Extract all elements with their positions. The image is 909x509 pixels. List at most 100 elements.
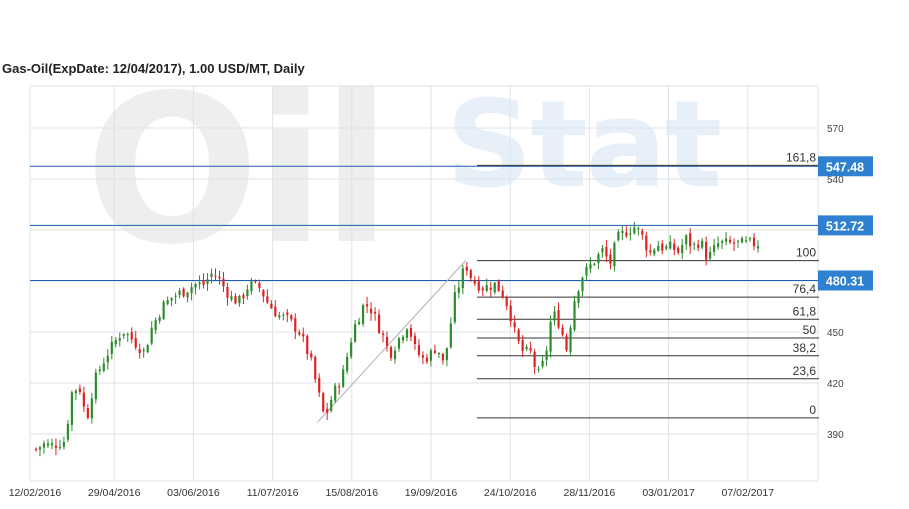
candle-up: [198, 275, 201, 290]
candle-up: [118, 332, 121, 347]
candle-body: [170, 298, 173, 301]
candle-body: [473, 280, 476, 284]
candle-down: [645, 231, 648, 258]
candle-body: [358, 321, 361, 325]
grid: [29, 85, 819, 482]
candle-body: [70, 392, 74, 425]
candle-body: [338, 386, 341, 388]
candle-down: [505, 295, 508, 311]
candle-down: [214, 268, 217, 281]
candle-body: [102, 363, 105, 371]
candle-down: [318, 373, 321, 397]
candle-up: [457, 280, 460, 299]
candle-body: [166, 300, 169, 304]
candle-up: [621, 225, 624, 241]
candle-body: [334, 385, 337, 401]
candle-body: [537, 368, 540, 370]
candle-body: [222, 278, 225, 287]
level-tags: 547.48 512.72 480.31: [818, 156, 873, 291]
candle-down: [86, 404, 89, 420]
candle-down: [294, 313, 297, 340]
candle-up: [350, 337, 353, 359]
candle-down: [728, 235, 732, 245]
candle-body: [701, 240, 704, 248]
candle-body: [744, 240, 748, 242]
candle-down: [501, 285, 504, 299]
candle-body: [409, 327, 413, 337]
candle-body: [521, 339, 524, 352]
candle-body: [453, 292, 456, 322]
candle-body: [142, 349, 145, 352]
candle-body: [210, 273, 213, 277]
candle-up: [597, 252, 600, 270]
candle-up: [110, 335, 113, 360]
candle-down: [697, 239, 700, 251]
candle-body: [657, 245, 660, 251]
candle-body: [262, 290, 265, 297]
candle-down: [326, 402, 329, 420]
candle-down: [469, 268, 472, 282]
candle-up: [657, 240, 660, 252]
candle-up: [162, 299, 165, 320]
candle-up: [250, 278, 253, 295]
candle-up: [669, 235, 672, 250]
candle-body: [126, 334, 129, 336]
y-tick-label: 420: [827, 379, 844, 390]
candle-body: [385, 336, 389, 346]
candle-down: [417, 339, 421, 358]
candle-body: [138, 349, 141, 354]
candle-up: [461, 264, 464, 295]
candle-body: [673, 243, 676, 250]
candle-up: [238, 294, 241, 307]
candle-body: [509, 305, 512, 322]
candle-up: [549, 315, 552, 358]
candle-body: [42, 443, 46, 448]
candle-down: [377, 309, 381, 335]
trendline: [317, 260, 466, 423]
candle-up: [724, 232, 728, 246]
candle-up: [58, 439, 62, 451]
candle-up: [230, 290, 233, 302]
candle-down: [266, 289, 269, 304]
x-tick-label: 28/11/2016: [564, 487, 616, 499]
fib-label: 50: [803, 323, 817, 337]
candle-down: [561, 324, 564, 337]
candle-down: [298, 329, 301, 337]
candle-body: [154, 320, 157, 331]
candle-down: [481, 285, 484, 297]
candle-body: [326, 408, 329, 413]
chart-title: Gas-Oil(ExpDate: 12/04/2017), 1.00 USD/M…: [2, 61, 305, 76]
candle-up: [70, 390, 74, 431]
candle-body: [561, 327, 564, 335]
candle-body: [118, 338, 121, 341]
candle-up: [194, 282, 197, 295]
candle-body: [302, 333, 305, 337]
candle-body: [66, 424, 70, 440]
candle-body: [306, 335, 309, 355]
candle-up: [585, 263, 588, 280]
candle-up: [681, 238, 684, 260]
candle-body: [78, 388, 81, 393]
candle-down: [465, 262, 468, 276]
candle-up: [577, 289, 580, 308]
candle-body: [377, 314, 381, 333]
candle-body: [441, 353, 444, 361]
candle-up: [453, 285, 456, 325]
candle-body: [633, 227, 636, 234]
candle-body: [286, 312, 289, 315]
level-tag-label: 547.48: [826, 160, 864, 174]
candle-body: [457, 287, 460, 293]
candle-up: [38, 445, 42, 457]
candle-body: [330, 399, 333, 411]
trend-line: [317, 260, 466, 423]
candle-body: [665, 246, 668, 249]
candle-body: [553, 311, 556, 321]
candle-body: [625, 232, 628, 237]
level-tag-label: 480.31: [826, 274, 864, 288]
candle-body: [529, 347, 532, 351]
candle-up: [736, 239, 740, 249]
candle-body: [689, 233, 692, 247]
candle-body: [393, 350, 397, 360]
axes: 390 420 450 540 570 12/02/2016 29/04/2016 03/06…: [9, 124, 844, 499]
candle-body: [134, 337, 137, 348]
